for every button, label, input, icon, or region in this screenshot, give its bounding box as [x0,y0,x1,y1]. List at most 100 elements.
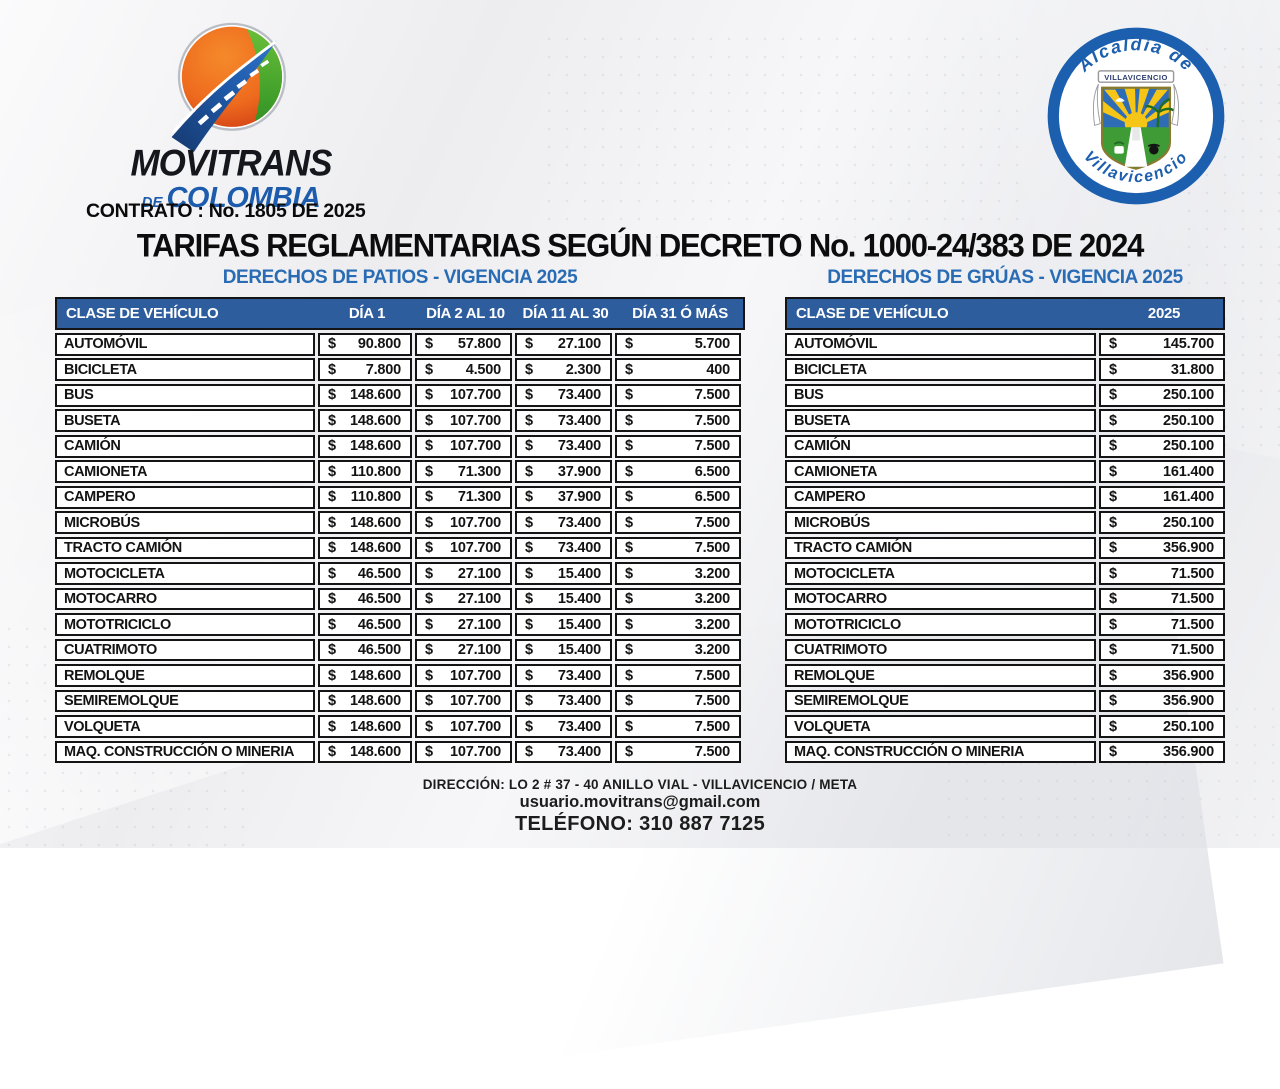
currency-symbol: $ [1109,540,1118,557]
currency-symbol: $ [625,693,634,710]
currency-symbol: $ [1109,438,1118,455]
company-subname-colombia: COLOMBIA [166,182,321,214]
amount: 148.600 [349,387,401,404]
currency-symbol: $ [425,616,434,633]
currency-symbol: $ [328,514,337,531]
currency-symbol: $ [1109,514,1118,531]
amount: 7.500 [694,387,730,404]
tariff-value-cell: $7.500 [615,689,741,713]
currency-symbol: $ [1109,744,1118,761]
tariff-value-cell: $73.400 [515,511,612,534]
currency-symbol: $ [1109,591,1118,608]
tariff-value-cell: $148.600 [318,664,412,687]
tariff-value-cell: $148.600 [318,740,412,764]
amount: 148.600 [349,667,401,684]
table-row: CAMPERO $110.800 $71.300 $37.900 $6.500 [55,485,745,509]
currency-symbol: $ [1109,336,1118,353]
tariff-value-cell: $3.200 [615,562,741,585]
tariff-value-cell: $27.100 [415,587,512,611]
vehicle-class-cell: MOTOTRICICLO [785,613,1096,636]
amount: 250.100 [1162,412,1214,429]
email-line: usuario.movitrans@gmail.com [519,793,761,811]
tariff-value-cell: $7.500 [615,383,741,407]
amount: 37.900 [557,463,601,480]
currency-symbol: $ [425,361,434,378]
table-row: BUS $250.100 [785,383,1225,407]
tariff-value-cell: $27.100 [415,562,512,585]
currency-symbol: $ [625,336,634,353]
currency-symbol: $ [525,616,534,633]
currency-symbol: $ [328,489,337,506]
tariff-value-cell: $3.200 [615,613,741,636]
tariff-value-cell: $148.600 [318,536,412,560]
amount: 31.800 [1170,361,1214,378]
currency-symbol: $ [625,361,634,378]
currency-symbol: $ [328,667,337,684]
table-row: MOTOCARRO $71.500 [785,587,1225,611]
vehicle-class-cell: MICROBÚS [55,511,315,534]
currency-symbol: $ [525,412,534,429]
table-row: CAMIONETA $161.400 [785,460,1225,484]
tariff-value-cell: $2.300 [515,358,612,382]
currency-symbol: $ [625,718,634,735]
vehicle-class-cell: CUATRIMOTO [785,638,1096,662]
tariff-value-cell: $161.400 [1099,460,1225,484]
vehicle-class-cell: MOTOTRICICLO [55,613,315,636]
currency-symbol: $ [625,591,634,608]
currency-symbol: $ [525,693,534,710]
currency-symbol: $ [328,642,337,659]
amount: 356.900 [1162,693,1214,710]
tariff-value-cell: $7.500 [615,434,741,458]
amount: 7.500 [694,744,730,761]
tariff-value-cell: $27.100 [415,638,512,662]
tariff-value-cell: $107.700 [415,689,512,713]
amount: 73.400 [557,412,601,429]
amount: 148.600 [349,514,401,531]
tariff-value-cell: $356.900 [1099,689,1225,713]
vehicle-class-cell: MOTOCARRO [55,587,315,611]
amount: 6.500 [694,489,730,506]
tariff-value-cell: $7.500 [615,740,741,764]
table-body: AUTOMÓVIL $90.800 $57.800 $27.100 $5.700 BICI… [55,333,745,764]
amount: 250.100 [1162,438,1214,455]
table-row: MICROBÚS $148.600 $107.700 $73.400 $7.500 [55,511,745,534]
table-row: REMOLQUE $148.600 $107.700 $73.400 $7.500 [55,664,745,687]
tariff-value-cell: $250.100 [1099,511,1225,534]
amount: 148.600 [349,718,401,735]
amount: 148.600 [349,412,401,429]
amount: 148.600 [349,540,401,557]
table-row: MOTOCICLETA $71.500 [785,562,1225,585]
currency-symbol: $ [525,514,534,531]
currency-symbol: $ [328,565,337,582]
tariff-value-cell: $107.700 [415,511,512,534]
table-row: VOLQUETA $250.100 [785,715,1225,738]
table-row: AUTOMÓVIL $90.800 $57.800 $27.100 $5.700 [55,333,745,356]
vehicle-class-cell: VOLQUETA [785,715,1096,738]
amount: 148.600 [349,744,401,761]
vehicle-class-cell: MICROBÚS [785,511,1096,534]
movitrans-logo-icon [171,22,287,152]
currency-symbol: $ [425,514,434,531]
table-row: CAMIONETA $110.800 $71.300 $37.900 $6.500 [55,460,745,484]
vehicle-class-cell: MAQ. CONSTRUCCIÓN O MINERIA [785,740,1096,764]
currency-symbol: $ [425,591,434,608]
tariff-value-cell: $6.500 [615,460,741,484]
amount: 161.400 [1162,489,1214,506]
currency-symbol: $ [525,540,534,557]
amount: 46.500 [357,642,401,659]
amount: 90.800 [357,336,401,353]
column-header: 2025 [1147,305,1181,322]
tariff-value-cell: $73.400 [515,434,612,458]
table-row: MOTOCICLETA $46.500 $27.100 $15.400 $3.200 [55,562,745,585]
currency-symbol: $ [525,361,534,378]
tariff-value-cell: $5.700 [615,333,741,356]
amount: 110.800 [350,463,401,480]
amount: 71.500 [1170,642,1214,659]
tariff-value-cell: $27.100 [515,333,612,356]
table-row: TRACTO CAMIÓN $148.600 $107.700 $73.400 $7.5… [55,536,745,560]
tariff-value-cell: $73.400 [515,409,612,433]
amount: 27.100 [457,565,501,582]
tariff-value-cell: $148.600 [318,715,412,738]
table-row: CUATRIMOTO $46.500 $27.100 $15.400 $3.200 [55,638,745,662]
currency-symbol: $ [328,463,337,480]
